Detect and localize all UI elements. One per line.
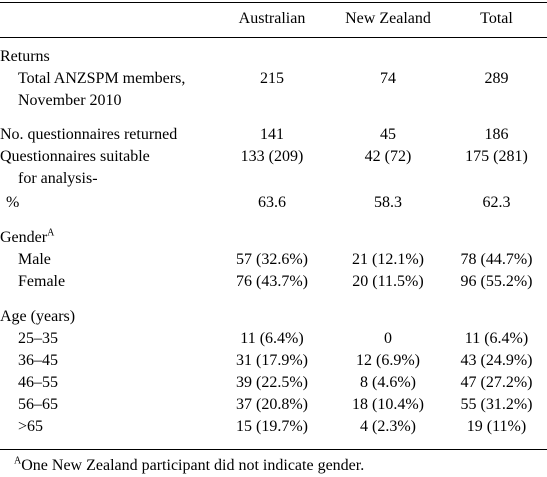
cell-returned-au: 141 (260, 126, 284, 143)
row-label-age: 36–45 (18, 352, 58, 369)
cell-female-au: 76 (43.7%) (236, 273, 308, 290)
cell-age-total: 19 (11%) (466, 418, 527, 435)
row-label-suitable-line1: Questionnaires suitable (0, 148, 150, 165)
row-label-members-line2: November 2010 (18, 92, 122, 109)
cell-female-nz: 20 (11.5%) (352, 273, 424, 290)
cell-percent-total: 62.3 (482, 194, 511, 211)
cell-male-nz: 21 (12.1%) (352, 251, 424, 268)
cell-suitable-nz: 42 (72) (364, 148, 412, 165)
footnote-text: One New Zealand participant did not indi… (21, 457, 365, 474)
cell-age-au: 39 (22.5%) (236, 374, 308, 391)
cell-percent-au: 63.6 (258, 194, 286, 211)
header-australian: Australian (238, 10, 306, 27)
cell-age-nz: 18 (10.4%) (352, 396, 424, 413)
cell-male-au: 57 (32.6%) (236, 251, 308, 268)
cell-suitable-au: 133 (209) (240, 148, 304, 165)
cell-female-total: 96 (55.2%) (460, 273, 533, 290)
cell-age-au: 37 (20.8%) (236, 396, 308, 413)
row-label-age: 25–35 (18, 330, 58, 347)
cell-suitable-total: 175 (281) (465, 148, 528, 165)
cell-members-total: 289 (484, 70, 509, 87)
gender-title-text: Gender (0, 229, 48, 246)
row-label-age: 56–65 (18, 396, 58, 413)
header-total: Total (480, 10, 513, 27)
row-label-suitable-line2: for analysis- (18, 170, 98, 187)
cell-age-nz: 0 (384, 330, 392, 347)
cell-returned-nz: 45 (380, 126, 396, 143)
cell-members-nz: 74 (380, 70, 396, 87)
footnote-marker: A (14, 455, 22, 467)
row-label-female: Female (18, 273, 66, 290)
cell-age-nz: 4 (2.3%) (360, 418, 416, 435)
row-label-age: >65 (18, 418, 44, 435)
row-label-male: Male (18, 251, 51, 268)
row-label-age: 46–55 (18, 374, 58, 391)
cell-members-au: 215 (260, 70, 284, 87)
cell-age-nz: 12 (6.9%) (356, 352, 420, 369)
section-title-age: Age (years) (0, 308, 76, 325)
cell-age-nz: 8 (4.6%) (360, 374, 416, 391)
table-bottom-rule (0, 449, 547, 450)
cell-age-total: 43 (24.9%) (460, 352, 533, 369)
cell-age-total: 11 (6.4%) (464, 330, 529, 347)
gender-footnote-marker: A (47, 227, 55, 239)
table-footnote: AOne New Zealand participant did not ind… (14, 455, 365, 475)
row-label-members-line1: Total ANZSPM members, (18, 70, 186, 87)
cell-percent-nz: 58.3 (374, 194, 402, 211)
cell-age-au: 11 (6.4%) (240, 330, 304, 347)
header-rule (0, 37, 547, 38)
row-label-percent: % (6, 194, 20, 211)
section-title-gender: GenderA (0, 227, 55, 247)
cell-age-total: 47 (27.2%) (460, 374, 533, 391)
cell-returned-total: 186 (484, 126, 509, 143)
header-new-zealand: New Zealand (345, 10, 431, 27)
cell-male-total: 78 (44.7%) (460, 251, 533, 268)
row-label-returned: No. questionnaires returned (0, 126, 178, 143)
table-top-rule (0, 2, 547, 3)
section-title-returns: Returns (0, 48, 50, 65)
cell-age-au: 31 (17.9%) (236, 352, 308, 369)
cell-age-total: 55 (31.2%) (460, 396, 533, 413)
cell-age-au: 15 (19.7%) (236, 418, 308, 435)
